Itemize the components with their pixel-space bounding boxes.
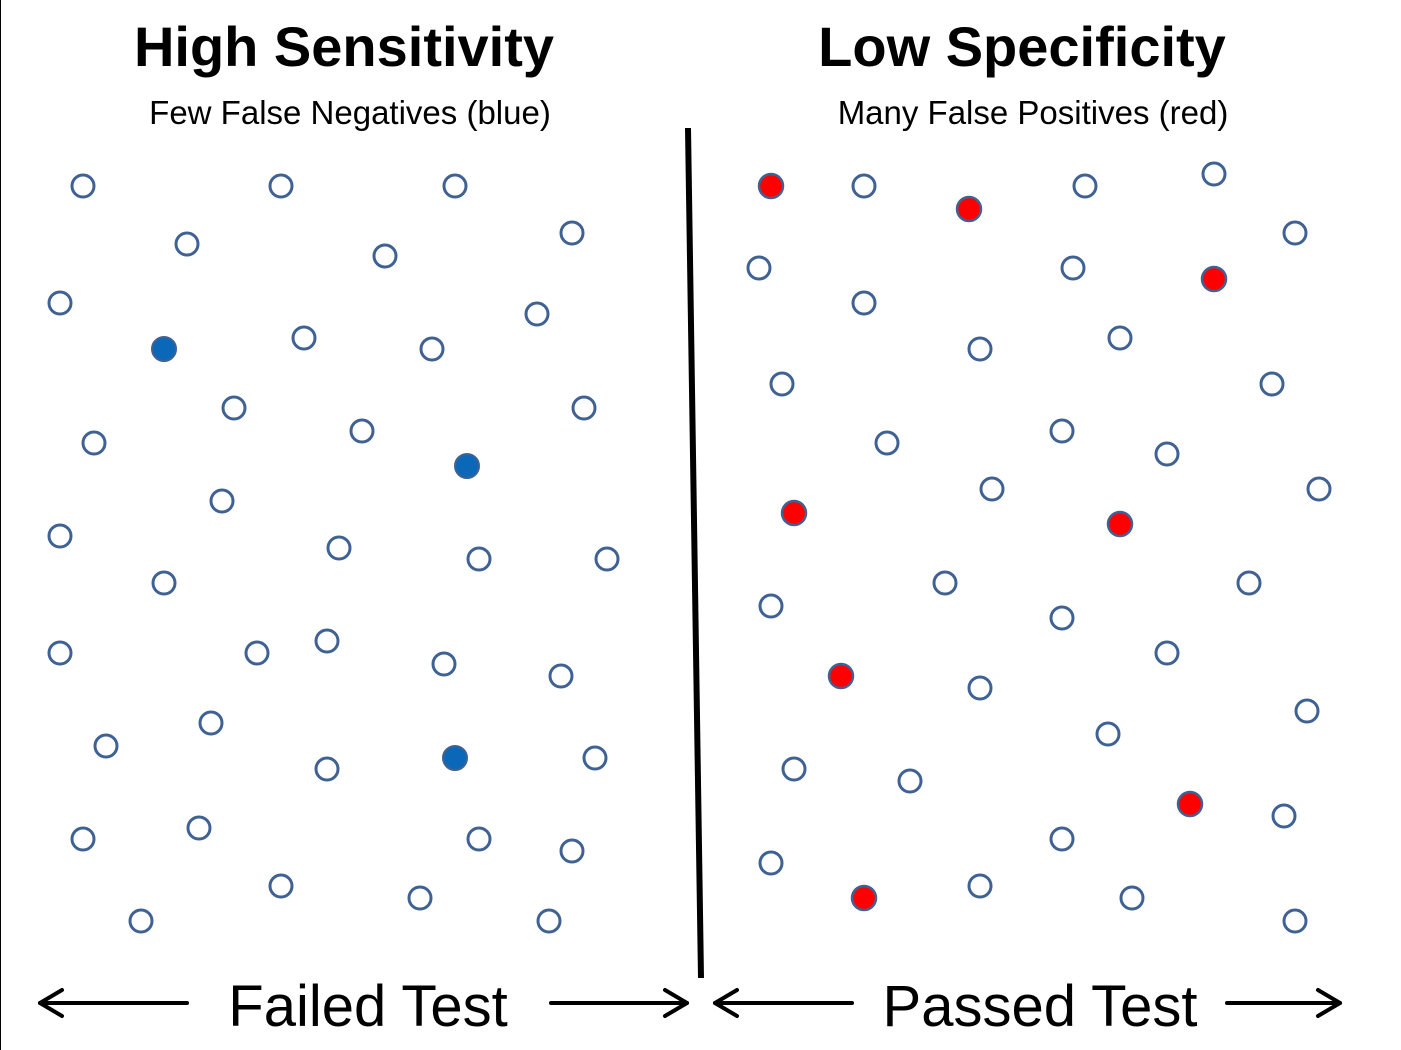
false-positive-group <box>757 172 1228 912</box>
outline-dot <box>268 873 294 899</box>
outline-dot <box>466 546 492 572</box>
outline-dot <box>524 301 550 327</box>
outline-dot <box>967 675 993 701</box>
outline-dot <box>221 395 247 421</box>
passed-test-label: Passed Test <box>882 974 1198 1039</box>
outline-dot <box>407 885 433 911</box>
outline-dot <box>1259 371 1285 397</box>
outline-dot <box>291 325 317 351</box>
outline-dot <box>174 231 200 257</box>
outline-dot <box>151 570 177 596</box>
outline-dot <box>1095 721 1121 747</box>
outline-dot <box>186 815 212 841</box>
false-positive-dot <box>757 172 785 200</box>
false-positive-dot <box>780 499 808 527</box>
title-high-sensitivity: High Sensitivity <box>133 15 555 78</box>
outline-dot <box>769 371 795 397</box>
outline-dot <box>897 768 923 794</box>
outline-dot <box>758 850 784 876</box>
arrow-right-failed <box>549 988 689 1018</box>
outline-dot <box>1201 161 1227 187</box>
outline-dot <box>1154 640 1180 666</box>
outline-dot <box>81 430 107 456</box>
outline-dot <box>746 255 772 281</box>
false-positive-dot <box>1106 510 1134 538</box>
outline-dot <box>372 243 398 269</box>
false-positive-dot <box>1200 265 1228 293</box>
false-positive-dot <box>955 195 983 223</box>
outline-dot <box>1282 220 1308 246</box>
outline-dot <box>932 570 958 596</box>
outline-dot <box>326 535 352 561</box>
outline-dot <box>874 430 900 456</box>
false-negative-dot <box>442 745 468 771</box>
outline-dot <box>1236 570 1262 596</box>
title-low-specificity: Low Specificity <box>818 15 1226 78</box>
outline-dot <box>1306 476 1332 502</box>
outline-dot <box>47 290 73 316</box>
outline-dot <box>1107 325 1133 351</box>
outline-dot <box>314 628 340 654</box>
outline-dot <box>47 640 73 666</box>
failed-test-label: Failed Test <box>228 974 508 1039</box>
outline-dot <box>314 756 340 782</box>
false-positive-dot <box>1176 790 1204 818</box>
outline-dot <box>1049 418 1075 444</box>
outline-dot <box>1049 605 1075 631</box>
subtitle-few-false-negatives: Few False Negatives (blue) <box>149 94 551 131</box>
left-border <box>0 0 1 1050</box>
outline-dot <box>967 873 993 899</box>
outline-dot <box>851 290 877 316</box>
outline-dot <box>198 710 224 736</box>
arrow-left-passed <box>713 988 854 1018</box>
outline-dot <box>1119 885 1145 911</box>
outline-dot <box>268 173 294 199</box>
outline-dot <box>559 220 585 246</box>
false-positive-dot <box>850 884 878 912</box>
outline-dot <box>582 745 608 771</box>
outline-dot <box>536 908 562 934</box>
outline-dot <box>548 663 574 689</box>
false-positive-dot <box>827 662 855 690</box>
false-negative-dot <box>151 336 177 362</box>
arrow-right-passed <box>1225 988 1342 1018</box>
outline-dot <box>1072 173 1098 199</box>
outline-dot <box>781 756 807 782</box>
arrow-left-failed <box>38 988 189 1018</box>
outline-dot <box>431 651 457 677</box>
outline-dot <box>466 826 492 852</box>
outline-dot <box>967 336 993 362</box>
outline-dot <box>244 640 270 666</box>
left-dot-group <box>47 173 620 934</box>
divider-line <box>685 127 704 979</box>
outline-dot <box>571 395 597 421</box>
outline-dot <box>1049 826 1075 852</box>
right-dot-group <box>746 161 1332 934</box>
outline-dot <box>1271 803 1297 829</box>
outline-dot <box>128 908 154 934</box>
outline-dot <box>93 733 119 759</box>
outline-dot <box>209 488 235 514</box>
outline-dot <box>851 173 877 199</box>
outline-dot <box>594 546 620 572</box>
outline-dot <box>70 173 96 199</box>
subtitle-many-false-positives: Many False Positives (red) <box>837 94 1229 131</box>
outline-dot <box>1282 908 1308 934</box>
outline-dot <box>1154 441 1180 467</box>
outline-dot <box>442 173 468 199</box>
false-negative-dot <box>454 453 480 479</box>
outline-dot <box>1060 255 1086 281</box>
outline-dot <box>1294 698 1320 724</box>
outline-dot <box>979 476 1005 502</box>
outline-dot <box>70 826 96 852</box>
outline-dot <box>559 838 585 864</box>
false-negative-group <box>151 336 480 771</box>
outline-dot <box>47 523 73 549</box>
outline-dot <box>419 336 445 362</box>
outline-dot <box>758 593 784 619</box>
outline-dot <box>349 418 375 444</box>
